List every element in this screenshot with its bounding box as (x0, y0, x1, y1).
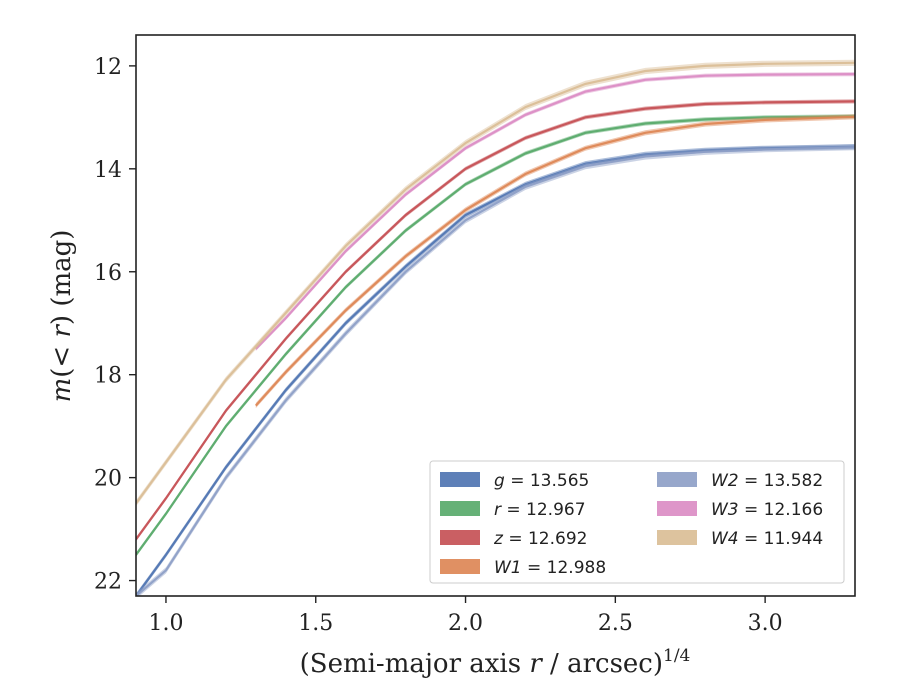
legend-item-g: g = 13.565 (440, 471, 589, 491)
series-line-r (136, 115, 855, 556)
legend-box (429, 460, 845, 584)
x-tick-label: 3.0 (748, 611, 783, 636)
legend-label: W1 = 12.988 (494, 558, 606, 578)
series-line-w3 (255, 73, 855, 350)
series-g (136, 144, 855, 596)
legend-item-r: r = 12.967 (440, 500, 586, 520)
legend-label: g = 13.565 (494, 471, 589, 491)
series-line-g (136, 145, 855, 596)
y-tick-label: 14 (94, 158, 122, 183)
series-z (136, 99, 855, 542)
legend-swatch (440, 530, 480, 545)
legend-item-w2: W2 = 13.582 (657, 471, 823, 491)
series-layer (136, 59, 855, 596)
y-axis-ticks: 12 14 16 18 20 22 (94, 55, 136, 595)
series-w2 (136, 144, 855, 596)
plot-area-frame (135, 34, 856, 597)
y-axis-label: m(< r) (mag) (47, 230, 77, 403)
legend-label: W4 = 11.944 (711, 529, 823, 549)
series-w4 (136, 59, 855, 507)
x-tick-label: 1.0 (148, 611, 183, 636)
series-r (136, 114, 855, 557)
series-band-w1 (255, 114, 855, 409)
x-tick-label: 2.5 (598, 611, 633, 636)
legend-swatch (440, 559, 480, 574)
legend-item-z: z = 12.692 (440, 529, 587, 549)
x-axis-label: (Semi-major axis r / arcsec)1/4 (300, 646, 691, 679)
legend-label: W2 = 13.582 (711, 471, 823, 491)
series-line-z (136, 100, 855, 541)
x-axis-ticks: 1.0 1.5 2.0 2.5 3.0 (148, 596, 783, 636)
legend-item-w4: W4 = 11.944 (657, 529, 823, 549)
legend-label: z = 12.692 (493, 529, 587, 549)
series-w1 (254, 114, 855, 409)
series-line-w2 (136, 146, 855, 596)
legend: g = 13.565 r = 12.967 z = 12.692 W1 = 12.98… (429, 460, 845, 584)
y-tick-label: 22 (94, 570, 122, 595)
x-tick-label: 1.5 (298, 611, 333, 636)
legend-swatch (657, 472, 697, 487)
y-tick-label: 20 (94, 467, 122, 492)
legend-swatch (440, 501, 480, 516)
series-w3 (255, 72, 855, 351)
legend-label: r = 12.967 (494, 500, 586, 520)
legend-swatch (440, 472, 480, 487)
legend-swatch (657, 530, 697, 545)
y-tick-label: 12 (94, 55, 122, 80)
series-band-w4 (136, 59, 855, 507)
series-line-w4 (136, 61, 855, 505)
y-tick-label: 16 (94, 261, 122, 286)
legend-item-w1: W1 = 12.988 (440, 558, 606, 578)
legend-item-w3: W3 = 12.166 (657, 500, 823, 520)
y-tick-label: 18 (94, 364, 122, 389)
legend-swatch (657, 501, 697, 516)
series-line-w1 (254, 115, 855, 407)
x-tick-label: 2.0 (448, 611, 483, 636)
legend-label: W3 = 12.166 (711, 500, 823, 520)
